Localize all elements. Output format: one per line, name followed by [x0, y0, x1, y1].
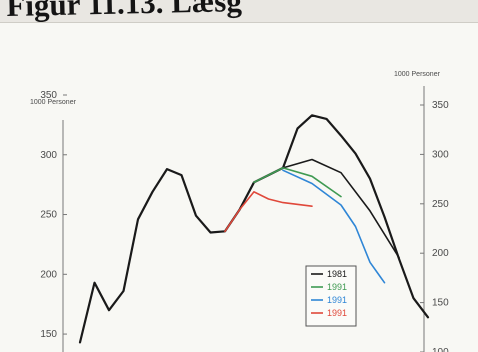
- chart-legend: 1981 1991 1991 1991: [305, 265, 357, 327]
- right-axis-tick-label: 350: [432, 100, 449, 111]
- legend-label: 1991: [327, 282, 347, 292]
- left-axis-tick-label: 350: [40, 90, 57, 101]
- left-axis-tick-label: 250: [40, 210, 57, 221]
- series-line-red: [224, 191, 313, 233]
- legend-label: 1981: [327, 269, 347, 279]
- right-axis-tick-label: 150: [432, 298, 449, 309]
- series-line-black: [78, 114, 430, 344]
- legend-label: 1991: [327, 295, 347, 305]
- legend-box: [305, 265, 357, 327]
- left-axis-unit: 1000 Personer: [30, 99, 77, 106]
- right-axis-tick-label: 250: [432, 199, 449, 210]
- left-axis-tick-label: 300: [40, 150, 57, 161]
- series-line-blue: [282, 169, 386, 284]
- right-axis-tick-label: 300: [432, 149, 449, 160]
- right-axis-unit: 1000 Personer: [394, 71, 441, 78]
- left-axis-tick-label: 200: [40, 269, 57, 280]
- series-line-black: [282, 158, 400, 259]
- chart-series: [78, 114, 430, 344]
- chart-paper: [0, 22, 478, 352]
- right-axis-tick-label: 200: [432, 248, 449, 259]
- legend-label: 1991: [327, 308, 347, 318]
- series-line-green: [253, 167, 342, 198]
- right-axis-tick-label: 100: [432, 347, 449, 352]
- left-axis-tick-label: 150: [40, 329, 57, 340]
